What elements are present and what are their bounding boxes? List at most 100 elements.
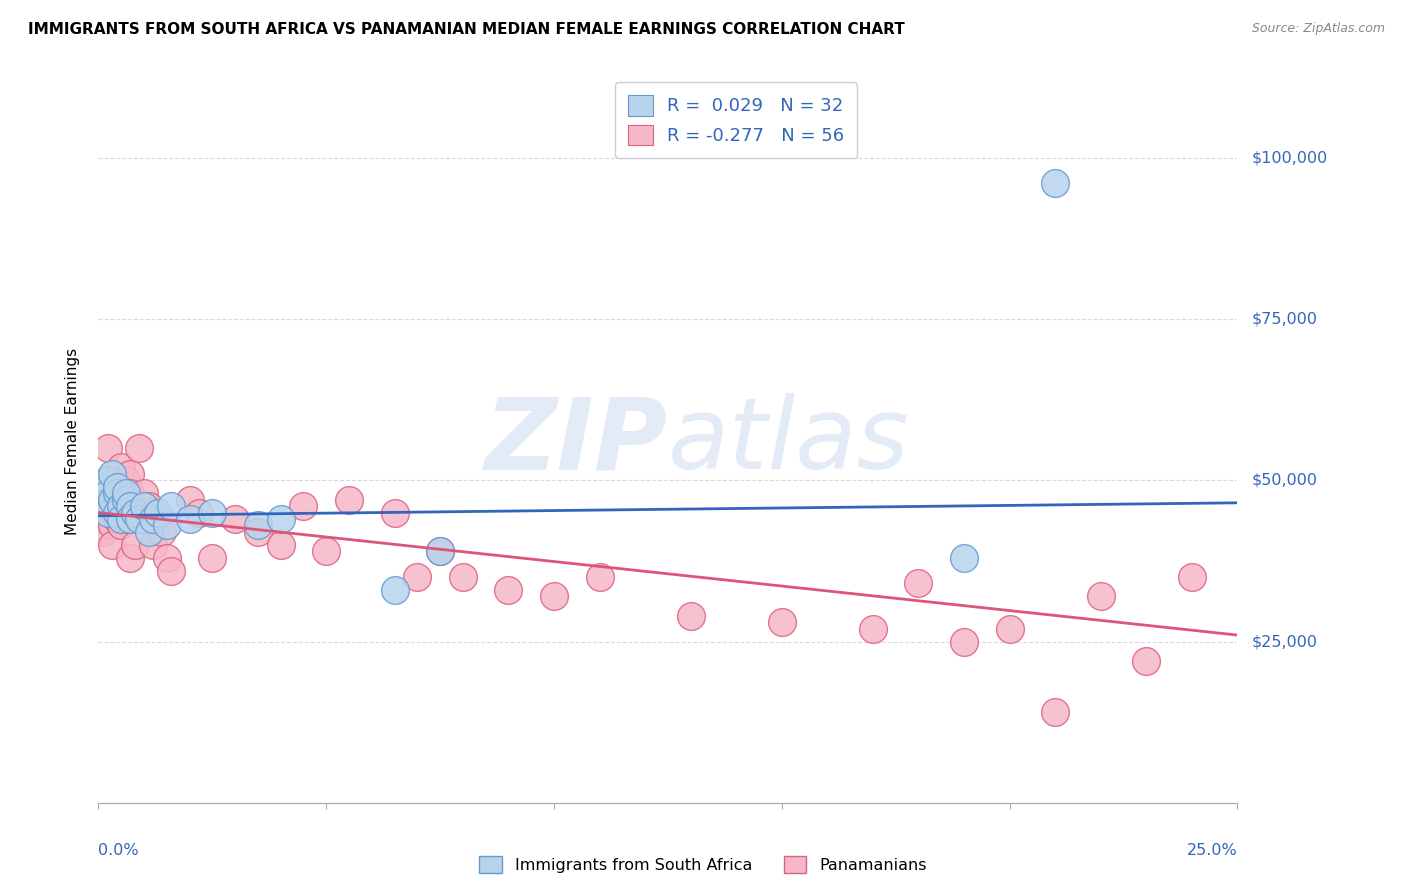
Point [384,506,406,520]
Point [224,512,246,526]
Point [179,492,201,507]
Point [179,512,201,526]
Point [270,512,292,526]
Point [315,544,337,558]
Point [91,512,114,526]
Point [543,590,565,604]
Point [246,518,269,533]
Point [1135,654,1157,668]
Point [120,499,142,513]
Point [114,512,136,526]
Point [128,441,150,455]
Point [201,506,224,520]
Text: ZIP: ZIP [485,393,668,490]
Point [124,538,146,552]
Point [187,506,209,520]
Point [96,473,118,487]
Point [96,486,118,500]
Point [451,570,474,584]
Point [110,499,132,513]
Point [862,622,884,636]
Text: 0.0%: 0.0% [98,843,139,857]
Point [124,499,146,513]
Point [498,582,520,597]
Point [120,467,142,481]
Point [105,512,128,526]
Legend: Immigrants from South Africa, Panamanians: Immigrants from South Africa, Panamanian… [472,849,934,880]
Point [142,512,165,526]
Text: atlas: atlas [668,393,910,490]
Point [105,486,128,500]
Point [146,518,169,533]
Point [128,512,150,526]
Point [110,512,132,526]
Point [406,570,429,584]
Text: $25,000: $25,000 [1251,634,1317,649]
Text: Source: ZipAtlas.com: Source: ZipAtlas.com [1251,22,1385,36]
Point [105,506,128,520]
Point [146,506,169,520]
Point [953,550,976,565]
Point [114,492,136,507]
Point [91,492,114,507]
Point [246,524,269,539]
Point [96,441,118,455]
Text: $75,000: $75,000 [1251,311,1317,326]
Point [96,473,118,487]
Point [91,480,114,494]
Point [132,499,155,513]
Point [124,506,146,520]
Text: IMMIGRANTS FROM SOUTH AFRICA VS PANAMANIAN MEDIAN FEMALE EARNINGS CORRELATION CH: IMMIGRANTS FROM SOUTH AFRICA VS PANAMANI… [28,22,905,37]
Point [110,518,132,533]
Point [110,460,132,475]
Point [114,473,136,487]
Point [588,570,610,584]
Point [1090,590,1112,604]
Point [142,538,165,552]
Point [160,499,183,513]
Text: 25.0%: 25.0% [1187,843,1237,857]
Legend: R =  0.029   N = 32, R = -0.277   N = 56: R = 0.029 N = 32, R = -0.277 N = 56 [614,82,858,158]
Text: $100,000: $100,000 [1251,150,1327,165]
Point [91,524,114,539]
Point [105,499,128,513]
Text: $50,000: $50,000 [1251,473,1317,488]
Point [1181,570,1204,584]
Point [429,544,451,558]
Point [96,506,118,520]
Point [770,615,793,630]
Point [160,564,183,578]
Point [101,492,124,507]
Point [292,499,315,513]
Point [91,492,114,507]
Point [138,524,160,539]
Point [101,492,124,507]
Point [120,486,142,500]
Point [110,492,132,507]
Point [907,576,929,591]
Point [270,538,292,552]
Point [1043,177,1066,191]
Point [96,506,118,520]
Y-axis label: Median Female Earnings: Median Female Earnings [65,348,80,535]
Point [120,550,142,565]
Point [384,582,406,597]
Point [132,486,155,500]
Point [1043,706,1066,720]
Point [101,538,124,552]
Point [156,550,179,565]
Point [337,492,360,507]
Point [429,544,451,558]
Point [156,518,179,533]
Point [101,467,124,481]
Point [105,480,128,494]
Point [101,518,124,533]
Point [138,499,160,513]
Point [150,524,173,539]
Point [998,622,1021,636]
Point [953,634,976,648]
Point [114,486,136,500]
Point [101,486,124,500]
Point [201,550,224,565]
Point [120,512,142,526]
